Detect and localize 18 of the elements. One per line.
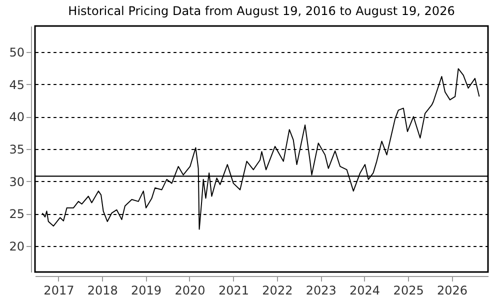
x-tick-label: 2017 xyxy=(44,284,74,298)
x-tick-label: 2020 xyxy=(174,284,206,298)
x-tick-label: 2025 xyxy=(393,284,424,298)
x-tick-label: 2022 xyxy=(262,284,293,298)
y-tick-label: 35 xyxy=(9,142,24,156)
x-tick-label: 2026 xyxy=(436,284,468,298)
x-tick-label: 2018 xyxy=(87,284,118,298)
x-tick-label: 2019 xyxy=(131,284,162,298)
x-tick-label: 2024 xyxy=(350,284,380,298)
y-tick-label: 45 xyxy=(9,78,24,92)
y-tick-label: 30 xyxy=(9,174,24,189)
x-tick-label: 2023 xyxy=(306,284,336,298)
x-tick-label: 2021 xyxy=(218,284,250,298)
y-tick-label: 50 xyxy=(9,45,24,60)
y-tick-label: 20 xyxy=(9,240,24,254)
chart-title: Historical Pricing Data from August 19, 2016 to August 19, 2026 xyxy=(68,4,455,18)
y-tick-label: 40 xyxy=(9,110,24,124)
y-tick-label: 25 xyxy=(9,207,24,222)
